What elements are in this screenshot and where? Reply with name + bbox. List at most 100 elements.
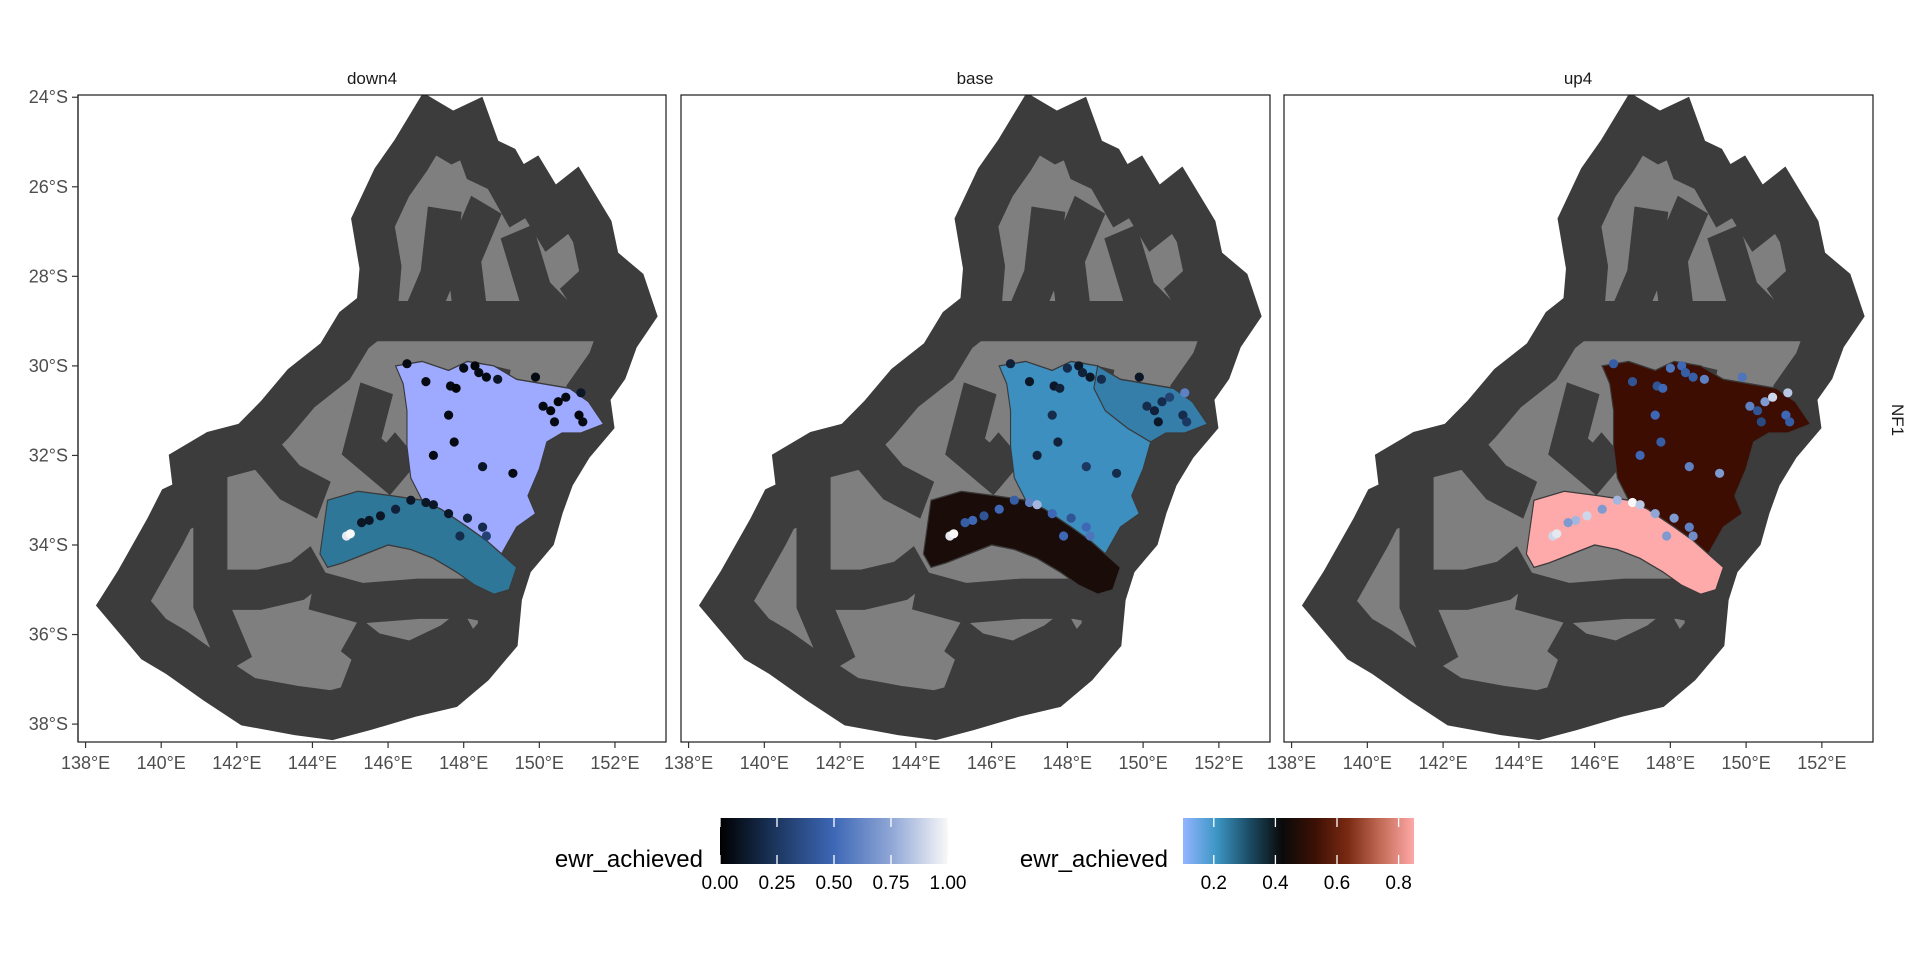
x-tick-label: 138°E [61, 753, 110, 773]
site-point [1737, 372, 1747, 382]
site-point [530, 372, 541, 382]
x-tick-label: 140°E [1343, 753, 1392, 773]
site-point [462, 513, 473, 523]
x-axes: 138°E 140°E 142°E 144°E 146°E 148°E 150°E 152°E… [61, 742, 1846, 773]
map-panel-up4 [1283, 94, 1874, 743]
site-point [1612, 495, 1622, 505]
legend-tick-label: 1.00 [930, 873, 967, 894]
site-point [1180, 388, 1190, 398]
site-point [474, 368, 484, 378]
site-point [1009, 495, 1019, 505]
site-point [1768, 392, 1778, 402]
panel-border [680, 94, 1271, 743]
y-tick-label: 24°S [29, 87, 68, 107]
legend-tick-label: 0.4 [1262, 873, 1289, 894]
x-tick-label: 148°E [439, 753, 488, 773]
x-tick-label: 150°E [1118, 753, 1167, 773]
site-point [1059, 531, 1069, 541]
site-point [1142, 401, 1152, 411]
x-tick-label: 150°E [1721, 753, 1770, 773]
site-point [1684, 522, 1694, 532]
x-tick-label: 146°E [967, 753, 1016, 773]
site-point [1096, 374, 1106, 384]
x-tick-label: 148°E [1646, 753, 1695, 773]
site-point [1074, 361, 1084, 371]
site-point [1134, 372, 1144, 382]
site-point [428, 450, 438, 460]
site-point [444, 410, 454, 420]
facet-label-base: base [957, 69, 994, 88]
site-point [1635, 500, 1645, 510]
site-point [1688, 531, 1698, 541]
site-point [538, 401, 548, 411]
x-tick-label: 140°E [137, 753, 186, 773]
site-point [451, 383, 461, 393]
color-legend-ewr-achieved-2: ewr_achieved 0.2 0.4 0.6 0.8 [1020, 818, 1414, 894]
site-point [994, 504, 1004, 514]
site-point [1752, 406, 1763, 416]
map-panel-base [680, 94, 1271, 743]
x-tick-label: 152°E [1797, 753, 1846, 773]
site-point [1032, 500, 1042, 510]
y-axis: 24°S 26°S 28°S 30°S 32°S 34°S 36°S 38°S [29, 87, 79, 742]
site-point [1650, 410, 1660, 420]
site-point [1597, 504, 1607, 514]
site-point [1756, 417, 1766, 427]
site-point [449, 437, 459, 447]
site-point [949, 529, 959, 539]
site-point [364, 515, 374, 526]
site-point [1047, 410, 1057, 420]
y-tick-label: 34°S [29, 535, 68, 555]
site-point [402, 359, 412, 369]
site-point [1081, 522, 1091, 532]
site-point [546, 406, 556, 416]
color-legend-ewr-achieved-1: ewr_achieved 0.00 0.25 0.50 0.75 1.00 [555, 818, 967, 894]
x-tick-label: 144°E [891, 753, 940, 773]
site-point [428, 500, 438, 510]
site-point [1783, 388, 1793, 398]
site-point [455, 531, 465, 541]
site-point [1656, 437, 1666, 447]
map-panel-down4 [77, 94, 667, 743]
x-tick-label: 142°E [815, 753, 864, 773]
site-point [481, 531, 491, 541]
panel-border [1283, 94, 1874, 743]
site-point [1085, 531, 1095, 541]
site-point [1677, 361, 1687, 371]
site-point [1665, 363, 1675, 373]
site-point [1715, 468, 1725, 478]
x-tick-label: 150°E [515, 753, 564, 773]
site-point [1785, 417, 1795, 427]
site-point [493, 374, 503, 384]
site-point [478, 462, 488, 472]
y-tick-label: 36°S [29, 625, 68, 645]
site-point [1627, 377, 1638, 387]
legend-title: ewr_achieved [555, 846, 703, 873]
y-tick-label: 26°S [29, 177, 68, 197]
legend-tick-label: 0.00 [702, 873, 739, 894]
site-point [1153, 417, 1163, 427]
site-point [1024, 497, 1035, 508]
site-point [1571, 515, 1581, 526]
legend-tick-label: 0.8 [1385, 873, 1411, 894]
site-point [1608, 359, 1619, 369]
x-tick-label: 152°E [1194, 753, 1243, 773]
site-point [459, 363, 469, 373]
site-point [1582, 511, 1592, 521]
site-point [508, 468, 518, 478]
site-point [1627, 497, 1638, 508]
site-point [391, 504, 401, 514]
site-point [1669, 513, 1679, 523]
site-point [574, 410, 584, 420]
x-tick-label: 144°E [288, 753, 337, 773]
site-point [1178, 410, 1188, 420]
site-point [345, 529, 355, 539]
x-tick-label: 148°E [1043, 753, 1092, 773]
site-point [1680, 368, 1691, 378]
site-point [1066, 513, 1076, 523]
legend-title: ewr_achieved [1020, 846, 1168, 873]
x-tick-label: 142°E [1418, 753, 1467, 773]
site-point [375, 511, 386, 521]
legend-tick-label: 0.6 [1324, 873, 1350, 894]
